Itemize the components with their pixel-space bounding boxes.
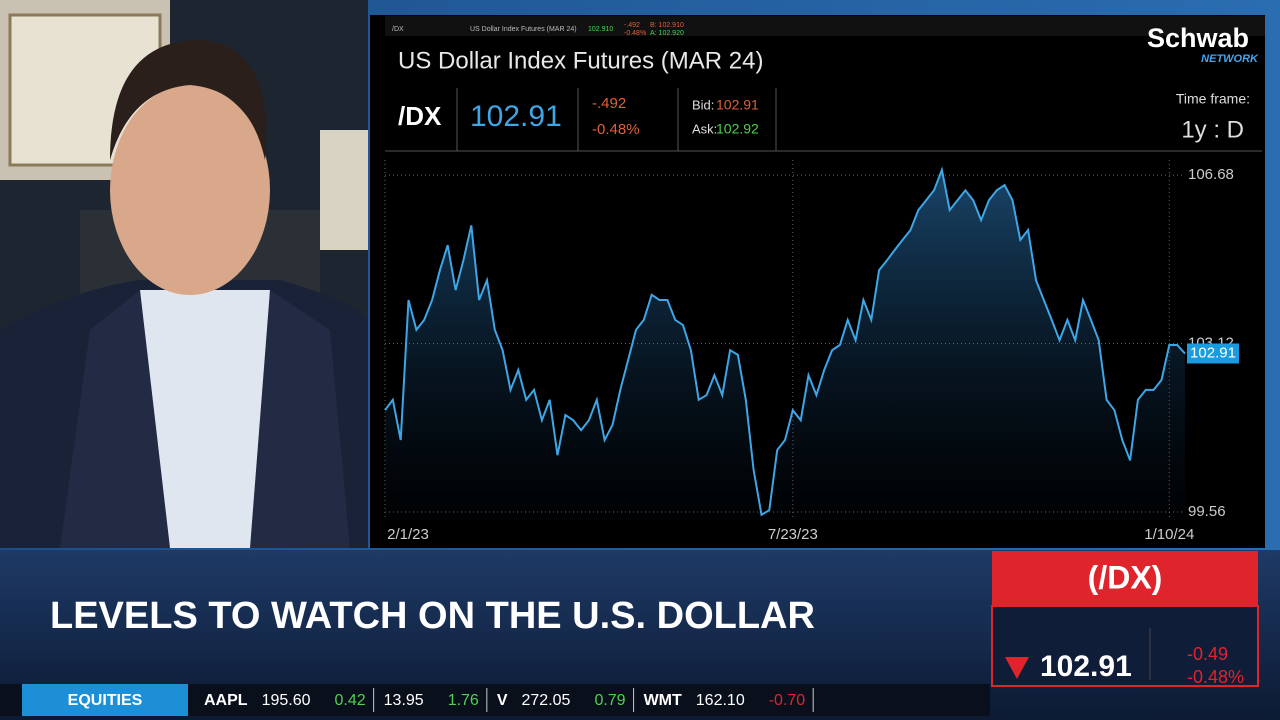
box-symbol: (/DX) bbox=[1088, 559, 1163, 595]
toolbar-last: 102.910 bbox=[588, 26, 613, 33]
last-price-label: 102.91 bbox=[1190, 344, 1236, 361]
y-tick-label: 106.68 bbox=[1188, 166, 1234, 183]
bid: 102.91 bbox=[716, 97, 759, 113]
ticker-price: 195.60 bbox=[262, 692, 311, 709]
ticker-label-box bbox=[22, 684, 188, 716]
ticker-symbol: WMT bbox=[644, 692, 682, 709]
timeframe: 1y : D bbox=[1181, 116, 1244, 143]
toolbar bbox=[385, 16, 1265, 36]
last-price-box bbox=[1187, 343, 1239, 364]
price-box bbox=[991, 605, 1259, 687]
line bbox=[384, 166, 1186, 517]
toolbar-pct: -0.48% bbox=[624, 30, 646, 37]
down-arrow bbox=[1005, 657, 1029, 679]
ask-label: Ask: bbox=[692, 121, 717, 136]
ticker-change: 0.42 bbox=[335, 692, 366, 709]
logo: Schwab bbox=[1147, 23, 1249, 53]
quote-price: 102.91 bbox=[470, 100, 562, 133]
quote-change: -.492 bbox=[592, 95, 626, 112]
ticker-price: 162.10 bbox=[696, 692, 745, 709]
toolbar-ask: A: 102.920 bbox=[650, 30, 684, 37]
x-tick-label: 2/1/23 bbox=[387, 526, 429, 543]
bid-label: Bid: bbox=[692, 97, 714, 112]
symbol-box bbox=[992, 551, 1258, 606]
ticker-symbol: AAPL bbox=[204, 692, 248, 709]
ticker-change: -0.70 bbox=[769, 692, 806, 709]
ask: 102.92 bbox=[716, 121, 759, 137]
quote-dividers bbox=[385, 88, 1262, 152]
ticker-label: EQUITIES bbox=[68, 692, 143, 709]
toolbar-change: -.492 bbox=[624, 22, 640, 29]
quote-pct: -0.48% bbox=[592, 121, 640, 138]
ticker-symbol: V bbox=[497, 692, 508, 709]
y-tick-label: 99.56 bbox=[1188, 503, 1226, 520]
quote-symbol: /DX bbox=[398, 101, 442, 131]
box-pct: -0.48% bbox=[1187, 667, 1244, 687]
video-feed bbox=[0, 0, 368, 548]
area bbox=[385, 169, 1185, 520]
ticker-price: 272.05 bbox=[522, 692, 571, 709]
x-tick-label: 1/10/24 bbox=[1144, 526, 1194, 543]
ticker-change: 1.76 bbox=[448, 692, 479, 709]
timeframe-label: Time frame: bbox=[1176, 91, 1250, 107]
x-tick-label: 7/23/23 bbox=[768, 526, 818, 543]
logo-sub: NETWORK bbox=[1201, 53, 1259, 65]
chart-title: US Dollar Index Futures (MAR 24) bbox=[398, 47, 763, 74]
toolbar-bid: B: 102.910 bbox=[650, 22, 684, 29]
ticker-change: 0.79 bbox=[594, 692, 625, 709]
box-change: -0.49 bbox=[1187, 644, 1228, 664]
headline: LEVELS TO WATCH ON THE U.S. DOLLAR bbox=[50, 595, 815, 637]
toolbar-symbol: /DX bbox=[392, 26, 404, 33]
ticker-price: 13.95 bbox=[384, 692, 424, 709]
ticker: AAPL 195.60 0.42 13.95 1.76 V 272.05 0.79 WMT 162… bbox=[204, 688, 814, 712]
box-price: 102.91 bbox=[1040, 650, 1132, 683]
toolbar-title: US Dollar Index Futures (MAR 24) bbox=[470, 26, 577, 33]
